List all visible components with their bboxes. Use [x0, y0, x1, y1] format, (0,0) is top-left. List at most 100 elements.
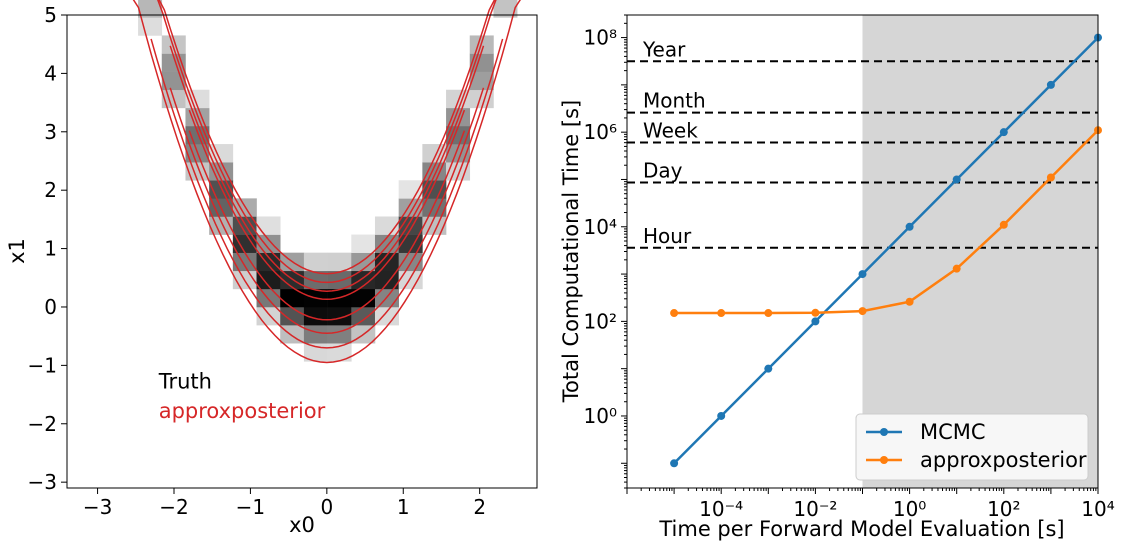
series-point-mcmc	[999, 128, 1008, 137]
contour-line	[157, 0, 497, 284]
series-point-approxposterior	[670, 309, 679, 318]
series-point-approxposterior	[764, 309, 773, 318]
left-x-ticks: −3 −2 −1 0 1 2	[83, 488, 486, 519]
contour-line	[169, 45, 485, 292]
histogram-cell	[446, 89, 471, 109]
legend-box	[855, 413, 1089, 481]
left-y-tick-label: 5	[44, 3, 57, 27]
left-y-axis-label: x1	[5, 238, 29, 264]
contour-line	[158, 0, 496, 275]
histogram-cell	[351, 270, 376, 290]
left-axes-frame	[66, 14, 538, 489]
left-y-tick-label: 0	[44, 295, 57, 319]
histogram-cell	[303, 306, 328, 326]
left-x-axis-label: x0	[289, 513, 315, 537]
contour-line	[188, 130, 466, 321]
left-y-tick-label: 1	[44, 237, 57, 261]
approxposterior-contours	[132, 0, 521, 364]
histogram-cell	[303, 252, 328, 272]
series-point-mcmc	[905, 222, 914, 231]
histogram-cell	[327, 325, 352, 344]
histogram-cell	[161, 35, 186, 54]
histogram-cell	[327, 270, 352, 290]
histogram-cell	[469, 71, 494, 91]
histogram-cell	[280, 306, 305, 326]
right-x-ticks: 10⁻⁴ 10⁻² 10⁰ 10² 10⁴	[626, 488, 1115, 521]
series-point-approxposterior	[811, 308, 820, 317]
left-x-tick-label: 1	[397, 495, 410, 519]
right-x-tick-label: 10⁰	[893, 497, 926, 521]
right-y-tick-label: 10²	[584, 309, 617, 333]
histogram-cell	[327, 306, 352, 326]
histogram-cell	[256, 234, 281, 253]
series-point-mcmc	[858, 270, 867, 279]
legend: MCMC approxposterior	[855, 413, 1089, 481]
histogram-cell	[327, 252, 352, 272]
histogram-cell	[138, 17, 163, 36]
legend-approxposterior-marker	[880, 456, 888, 464]
right-x-tick-label: 10²	[987, 497, 1020, 521]
right-y-tick-label: 10⁶	[584, 120, 617, 144]
histogram-cell	[232, 234, 257, 253]
legend-approxposterior-label: approxposterior	[920, 448, 1087, 472]
histogram-cell	[256, 216, 281, 235]
left-y-tick-label: −1	[28, 353, 57, 377]
left-y-tick-label: 2	[44, 178, 57, 202]
histogram-cell	[374, 306, 399, 326]
time-reference-lines: Year Month Week Day Hour	[627, 37, 1098, 249]
histogram-cell	[138, 0, 163, 18]
truth-annotation: Truth	[158, 370, 212, 394]
left-x-tick-label: −2	[159, 495, 188, 519]
truth-histogram	[138, 0, 518, 362]
left-y-tick-label: −2	[28, 412, 57, 436]
right-y-axis-label: Total Computational Time [s]	[559, 100, 583, 403]
series-line-approxposterior	[674, 129, 1099, 315]
histogram-cell	[351, 306, 376, 326]
legend-mcmc-label: MCMC	[920, 420, 986, 444]
histogram-cell	[303, 270, 328, 290]
contour-line	[188, 109, 466, 301]
approxposterior-annotation: approxposterior	[159, 399, 326, 423]
right-x-tick-label: 10⁻⁴	[699, 497, 743, 521]
left-x-tick-label: −1	[236, 495, 265, 519]
reference-label-hour: Hour	[643, 224, 692, 248]
histogram-cell	[351, 252, 376, 272]
histogram-cell	[351, 234, 376, 253]
left-x-tick-label: −3	[83, 495, 112, 519]
histogram-cell	[256, 270, 281, 290]
series-point-approxposterior	[999, 220, 1008, 229]
histogram-cell	[232, 252, 257, 272]
reference-label-year: Year	[642, 37, 686, 61]
right-x-tick-label: 10⁴	[1081, 497, 1114, 521]
reference-label-day: Day	[643, 158, 683, 182]
contour-line	[150, 38, 504, 349]
left-y-tick-label: −3	[28, 470, 57, 494]
histogram-cell	[422, 162, 447, 181]
histogram-cell	[185, 89, 210, 109]
series-point-approxposterior	[717, 309, 726, 318]
series-line-mcmc	[673, 36, 1099, 465]
series-point-approxposterior	[858, 307, 867, 316]
right-y-tick-label: 10⁸	[584, 26, 617, 50]
timing-panel: Year Month Week Day Hour 10⁻⁴ 10⁻² 10⁰ 10² 10⁴ 1…	[559, 14, 1115, 541]
reference-label-month: Month	[643, 89, 706, 113]
series-point-mcmc	[764, 364, 773, 373]
series-point-approxposterior	[905, 297, 914, 306]
series-point-approxposterior	[1046, 173, 1055, 182]
posterior-panel: −3 −2 −1 0 1 2 −3 −2 −1 0 1 2 3 4 5 x0 x1 Truth appro…	[5, 0, 538, 537]
series-point-mcmc	[717, 411, 726, 420]
series-point-approxposterior	[952, 264, 961, 273]
contour-line	[132, 0, 521, 364]
left-x-tick-label: 2	[473, 495, 486, 519]
histogram-cell	[446, 162, 471, 181]
left-x-tick-label: 0	[320, 495, 333, 519]
histogram-cell	[422, 144, 447, 163]
left-y-ticks: −3 −2 −1 0 1 2 3 4 5	[28, 3, 67, 494]
series-point-mcmc	[952, 175, 961, 184]
histogram-cell	[303, 325, 328, 344]
series-point-mcmc	[1046, 80, 1055, 89]
histogram-cell	[398, 270, 423, 290]
histogram-cell	[493, 0, 518, 18]
left-y-tick-label: 4	[44, 61, 57, 85]
